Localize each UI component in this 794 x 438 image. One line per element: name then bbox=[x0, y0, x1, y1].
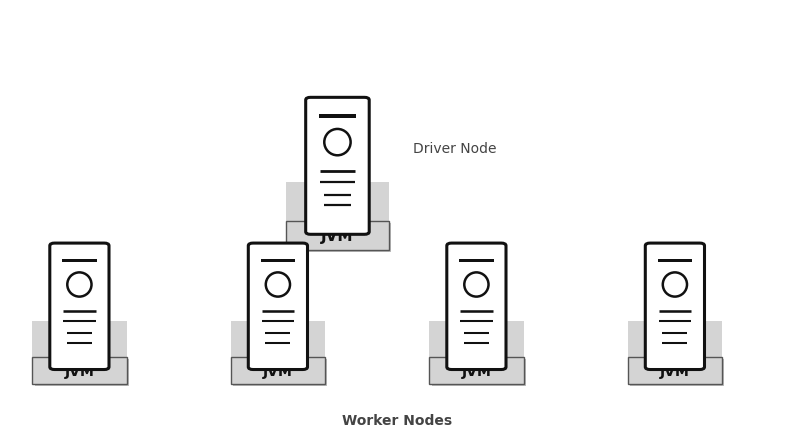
Bar bbox=[628, 357, 722, 384]
Bar bbox=[628, 321, 722, 357]
Bar bbox=[231, 357, 325, 384]
Ellipse shape bbox=[324, 130, 351, 156]
Bar bbox=[430, 321, 523, 357]
Bar bbox=[286, 182, 389, 222]
Bar bbox=[33, 357, 126, 384]
Text: Driver Node: Driver Node bbox=[413, 142, 496, 156]
Ellipse shape bbox=[67, 273, 91, 297]
Bar bbox=[233, 359, 327, 386]
FancyBboxPatch shape bbox=[50, 244, 109, 370]
Ellipse shape bbox=[266, 273, 290, 297]
FancyBboxPatch shape bbox=[306, 98, 369, 235]
Text: JVM: JVM bbox=[64, 364, 94, 378]
Text: JVM: JVM bbox=[322, 229, 353, 244]
Bar bbox=[62, 259, 97, 262]
FancyBboxPatch shape bbox=[447, 244, 506, 370]
Bar bbox=[33, 321, 126, 357]
Bar bbox=[288, 223, 391, 252]
Bar bbox=[231, 321, 325, 357]
FancyBboxPatch shape bbox=[646, 244, 704, 370]
Bar bbox=[459, 259, 494, 262]
Bar bbox=[260, 259, 295, 262]
Ellipse shape bbox=[464, 273, 488, 297]
Text: JVM: JVM bbox=[660, 364, 690, 378]
Text: Worker Nodes: Worker Nodes bbox=[342, 413, 452, 427]
Ellipse shape bbox=[663, 273, 687, 297]
Bar bbox=[318, 115, 357, 118]
Text: JVM: JVM bbox=[263, 364, 293, 378]
Bar bbox=[657, 259, 692, 262]
Bar bbox=[432, 359, 526, 386]
Bar bbox=[430, 357, 523, 384]
Text: JVM: JVM bbox=[461, 364, 491, 378]
Bar bbox=[286, 222, 389, 251]
FancyBboxPatch shape bbox=[249, 244, 307, 370]
Bar bbox=[35, 359, 129, 386]
Bar bbox=[630, 359, 724, 386]
